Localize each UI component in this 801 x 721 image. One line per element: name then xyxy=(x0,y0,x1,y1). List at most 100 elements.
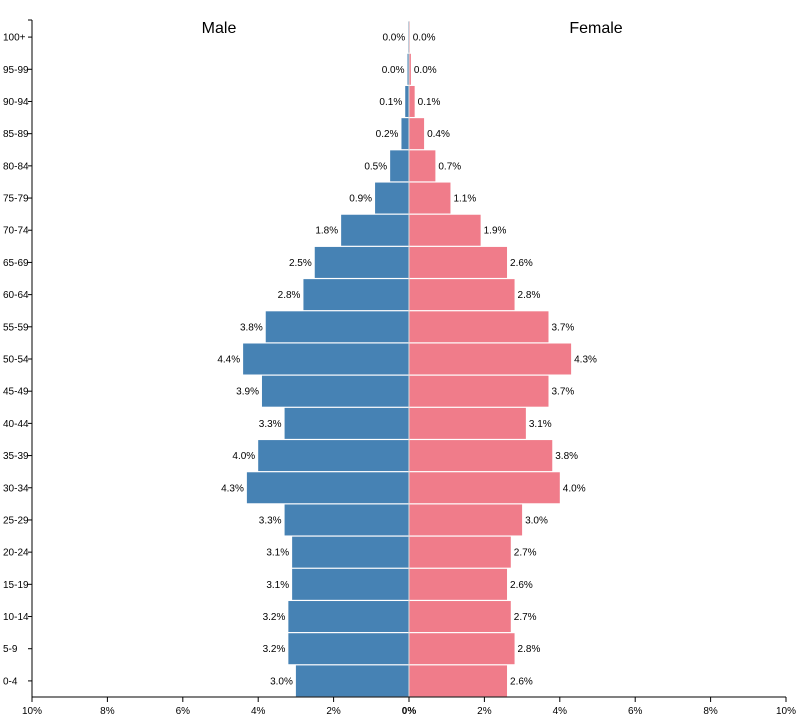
male-value-label: 0.1% xyxy=(379,97,402,108)
age-group-label: 90-94 xyxy=(3,97,29,108)
female-bar-90-94 xyxy=(409,85,415,117)
male-value-label: 1.8% xyxy=(315,226,338,237)
male-bar-40-44 xyxy=(284,407,409,439)
male-value-label: 4.0% xyxy=(232,451,255,462)
female-value-label: 3.1% xyxy=(529,419,552,430)
male-value-label: 3.0% xyxy=(270,676,293,687)
female-value-label: 0.7% xyxy=(438,161,461,172)
female-bar-30-34 xyxy=(409,472,560,504)
male-bar-45-49 xyxy=(261,375,409,407)
female-value-label: 3.7% xyxy=(551,387,574,398)
male-value-label: 2.5% xyxy=(289,258,312,269)
male-bar-55-59 xyxy=(265,311,409,343)
x-tick-label: 4% xyxy=(553,706,568,717)
female-value-label: 3.7% xyxy=(551,322,574,333)
age-group-label: 45-49 xyxy=(3,387,29,398)
male-bar-25-29 xyxy=(284,504,409,536)
male-bar-20-24 xyxy=(292,536,409,568)
male-bar-95-99 xyxy=(407,53,409,85)
male-bar-0-4 xyxy=(295,665,409,697)
male-bar-30-34 xyxy=(246,472,409,504)
x-tick-label: 6% xyxy=(176,706,191,717)
age-group-label: 85-89 xyxy=(3,129,29,140)
male-bar-15-19 xyxy=(292,568,409,600)
male-bar-90-94 xyxy=(405,85,409,117)
male-bar-70-74 xyxy=(341,214,409,246)
male-bar-65-69 xyxy=(314,246,409,278)
age-group-label: 0-4 xyxy=(3,676,18,687)
female-bar-70-74 xyxy=(409,214,481,246)
male-bar-10-14 xyxy=(288,601,409,633)
female-bar-80-84 xyxy=(409,150,436,182)
age-group-label: 55-59 xyxy=(3,322,29,333)
female-bar-95-99 xyxy=(409,53,411,85)
age-group-label: 65-69 xyxy=(3,258,29,269)
female-value-label: 0.4% xyxy=(427,129,450,140)
female-bar-15-19 xyxy=(409,568,508,600)
age-group-label: 75-79 xyxy=(3,194,29,205)
male-bar-35-39 xyxy=(258,440,409,472)
male-value-labels: 0.0% 0.0% 0.1% 0.2% 0.5% 0.9% 1.8% 2.5% 2.8% 3.8%… xyxy=(217,33,405,688)
male-value-label: 3.2% xyxy=(263,644,286,655)
male-value-label: 3.3% xyxy=(259,419,282,430)
male-value-label: 3.9% xyxy=(236,387,259,398)
male-value-label: 0.9% xyxy=(349,194,372,205)
female-bar-55-59 xyxy=(409,311,549,343)
male-value-label: 3.2% xyxy=(263,612,286,623)
male-value-label: 0.0% xyxy=(382,65,405,76)
male-value-label: 4.3% xyxy=(221,483,244,494)
female-bar-35-39 xyxy=(409,440,553,472)
female-value-label: 2.8% xyxy=(518,290,541,301)
x-tick-label: 2% xyxy=(326,706,341,717)
male-value-label: 3.1% xyxy=(266,580,289,591)
female-value-label: 0.1% xyxy=(418,97,441,108)
age-group-label: 50-54 xyxy=(3,355,29,366)
x-axis-ticks: 10% 8% 6% 4% 2% 0% 2% 4% 6% 8% 10% xyxy=(22,697,796,717)
male-title: Male xyxy=(202,20,237,37)
male-value-label: 3.1% xyxy=(266,548,289,559)
x-tick-label: 10% xyxy=(776,706,796,717)
female-bar-10-14 xyxy=(409,601,511,633)
female-bars xyxy=(409,21,572,697)
age-group-label: 35-39 xyxy=(3,451,29,462)
age-group-label: 5-9 xyxy=(3,644,18,655)
x-tick-label: 6% xyxy=(628,706,643,717)
male-value-label: 4.4% xyxy=(217,355,240,366)
age-group-label: 20-24 xyxy=(3,548,29,559)
female-value-label: 4.0% xyxy=(563,483,586,494)
x-tick-label: 4% xyxy=(251,706,266,717)
female-bar-20-24 xyxy=(409,536,511,568)
female-value-label: 2.7% xyxy=(514,548,537,559)
female-bar-45-49 xyxy=(409,375,549,407)
age-group-label: 30-34 xyxy=(3,483,29,494)
female-bar-40-44 xyxy=(409,407,526,439)
female-title: Female xyxy=(569,20,622,37)
age-group-labels: 100+ 95-99 90-94 85-89 80-84 75-79 70-74 65-69 6… xyxy=(3,19,32,687)
age-group-label: 100+ xyxy=(3,33,26,44)
female-value-labels: 0.0% 0.0% 0.1% 0.4% 0.7% 1.1% 1.9% 2.6% 2.8% 3.7%… xyxy=(413,33,597,688)
female-bar-75-79 xyxy=(409,182,451,214)
female-value-label: 2.6% xyxy=(510,258,533,269)
female-value-label: 2.7% xyxy=(514,612,537,623)
age-group-label: 10-14 xyxy=(3,612,29,623)
x-tick-label: 2% xyxy=(477,706,492,717)
male-bar-85-89 xyxy=(401,118,409,150)
female-bar-85-89 xyxy=(409,118,425,150)
male-value-label: 2.8% xyxy=(278,290,301,301)
female-value-label: 3.0% xyxy=(525,515,548,526)
female-value-label: 4.3% xyxy=(574,355,597,366)
male-value-label: 0.5% xyxy=(364,161,387,172)
age-group-label: 80-84 xyxy=(3,161,29,172)
x-tick-label: 10% xyxy=(22,706,42,717)
male-bar-75-79 xyxy=(375,182,409,214)
age-group-label: 15-19 xyxy=(3,580,29,591)
age-group-label: 70-74 xyxy=(3,226,29,237)
age-group-label: 60-64 xyxy=(3,290,29,301)
female-bar-50-54 xyxy=(409,343,572,375)
female-value-label: 2.8% xyxy=(518,644,541,655)
female-value-label: 2.6% xyxy=(510,580,533,591)
male-bar-5-9 xyxy=(288,633,409,665)
male-value-label: 3.8% xyxy=(240,322,263,333)
female-value-label: 0.0% xyxy=(414,65,437,76)
